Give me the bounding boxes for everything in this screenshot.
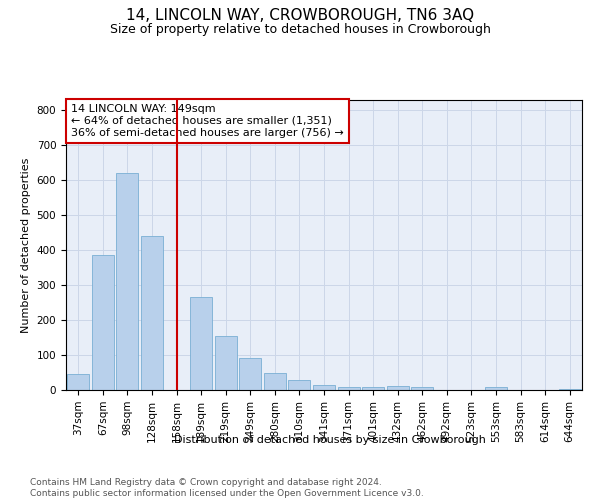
Bar: [485, 386, 507, 390]
Bar: [67, 374, 89, 390]
Bar: [313, 385, 335, 390]
Bar: [264, 372, 286, 390]
Text: 14, LINCOLN WAY, CROWBOROUGH, TN6 3AQ: 14, LINCOLN WAY, CROWBOROUGH, TN6 3AQ: [126, 8, 474, 22]
Bar: [362, 386, 384, 390]
Bar: [239, 358, 262, 390]
Bar: [338, 386, 359, 390]
Bar: [92, 256, 114, 390]
Bar: [215, 336, 237, 390]
Text: Size of property relative to detached houses in Crowborough: Size of property relative to detached ho…: [110, 22, 490, 36]
Bar: [141, 236, 163, 390]
Text: 14 LINCOLN WAY: 149sqm
← 64% of detached houses are smaller (1,351)
36% of semi-: 14 LINCOLN WAY: 149sqm ← 64% of detached…: [71, 104, 344, 138]
Bar: [411, 386, 433, 390]
Bar: [190, 298, 212, 390]
Bar: [116, 174, 139, 390]
Text: Contains HM Land Registry data © Crown copyright and database right 2024.
Contai: Contains HM Land Registry data © Crown c…: [30, 478, 424, 498]
Bar: [289, 380, 310, 390]
Y-axis label: Number of detached properties: Number of detached properties: [21, 158, 31, 332]
Text: Distribution of detached houses by size in Crowborough: Distribution of detached houses by size …: [174, 435, 486, 445]
Bar: [386, 386, 409, 390]
